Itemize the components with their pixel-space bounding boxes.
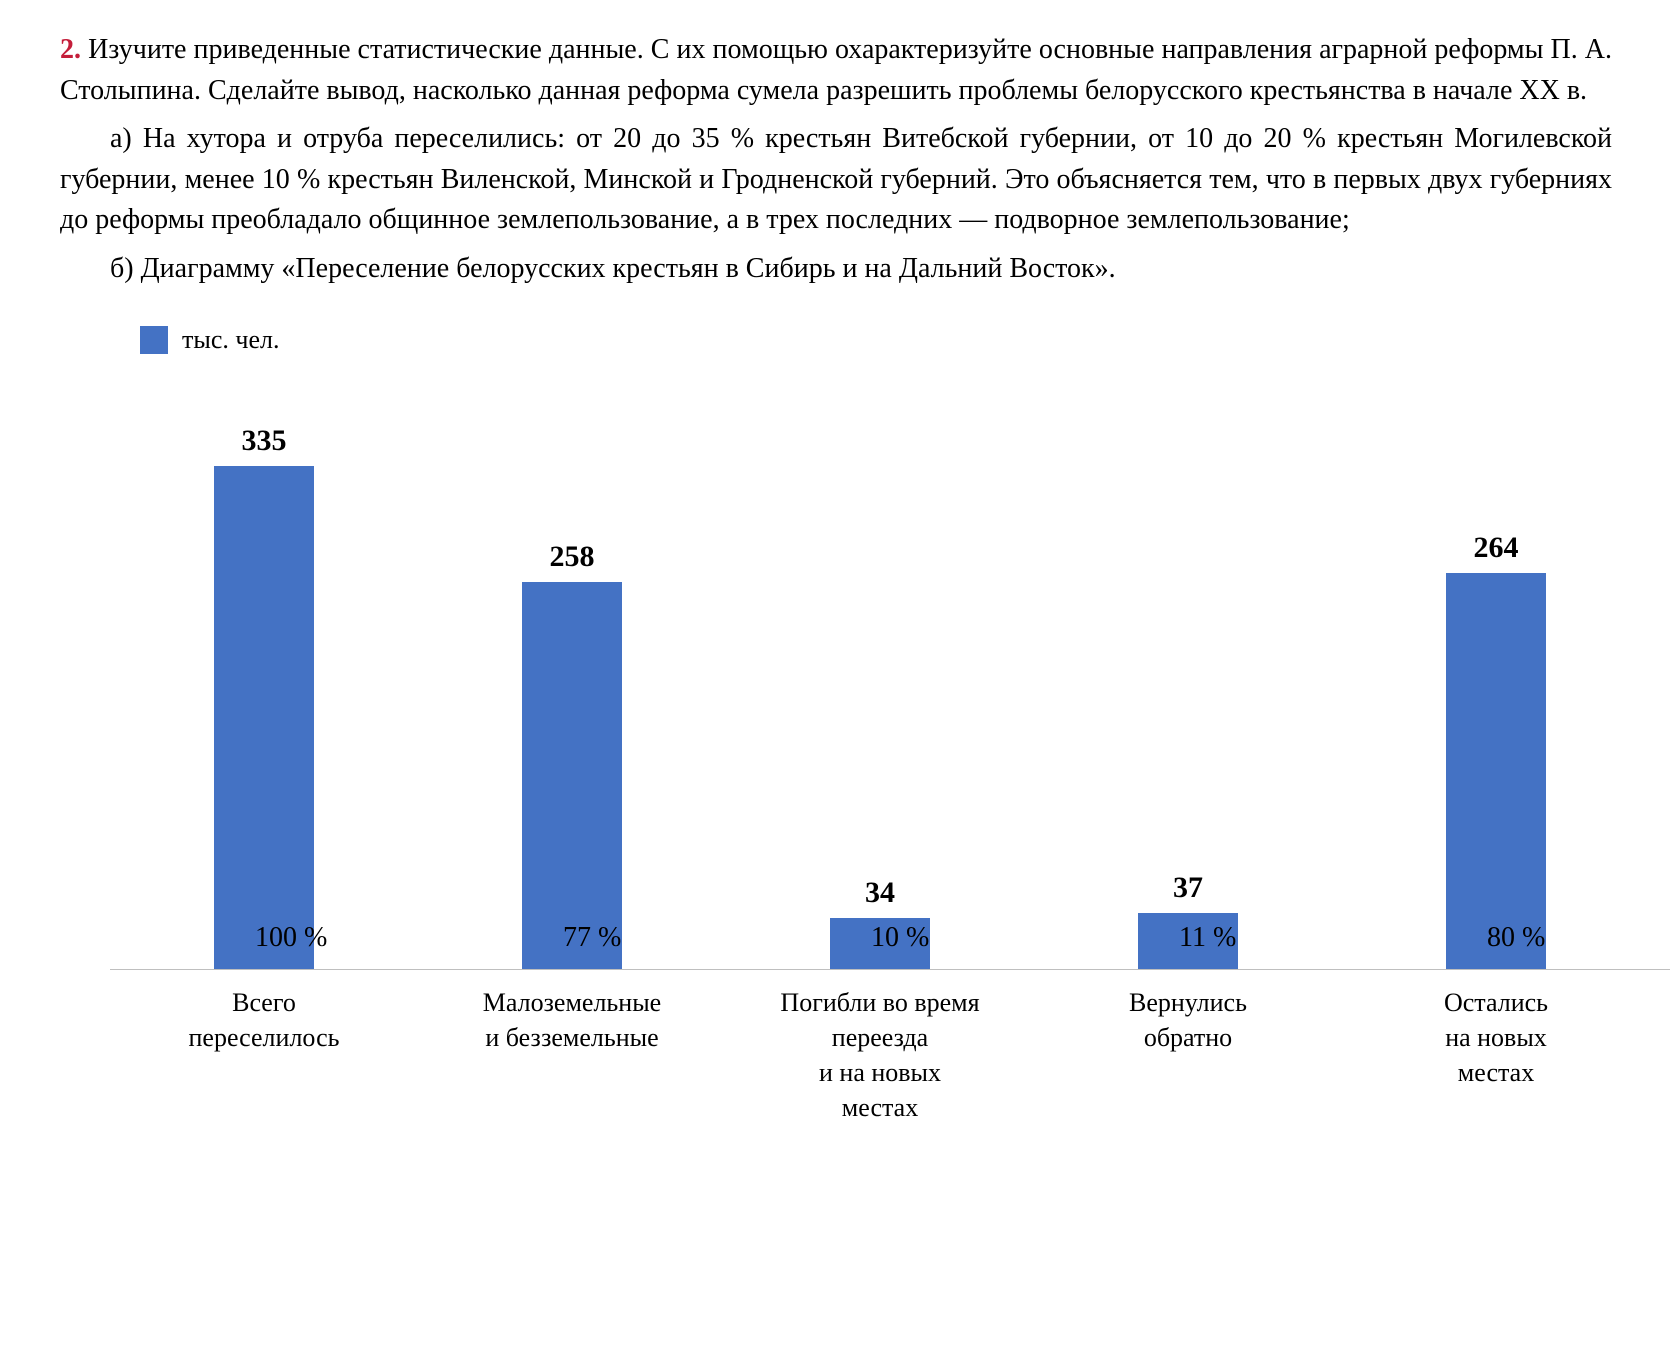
bar-value-1: 258	[550, 540, 595, 574]
label-2: Погибли во время переезда и на новых мес…	[726, 985, 1034, 1125]
bar-1	[522, 582, 622, 969]
legend-text: тыс. чел.	[182, 325, 279, 355]
label-4: Остались на новых местах	[1342, 985, 1650, 1125]
bar-chart: 335 100 % 258 77 % 34 10 % 37 11 %	[110, 400, 1670, 970]
bar-value-0: 335	[242, 424, 287, 458]
bars-row: 335 100 % 258 77 % 34 10 % 37 11 %	[110, 400, 1670, 969]
task-main-text: Изучите приведенные статистические данны…	[60, 34, 1612, 106]
bar-col-3: 37	[1138, 399, 1238, 969]
bar-group-2: 34 10 %	[726, 399, 1034, 969]
label-3: Вернулись обратно	[1034, 985, 1342, 1125]
bar-percent-0: 100 %	[255, 922, 327, 954]
label-1-line1: Малоземельные	[483, 988, 661, 1017]
label-2-line2: переезда	[832, 1023, 928, 1052]
bar-col-1: 258	[522, 399, 622, 969]
task-number: 2.	[60, 34, 81, 65]
bar-percent-2: 10 %	[871, 922, 929, 954]
task-item-b: б) Диаграмму «Переселение белорусских кр…	[60, 249, 1612, 290]
bar-group-3: 37 11 %	[1034, 399, 1342, 969]
label-3-line1: Вернулись	[1129, 988, 1247, 1017]
label-2-line3: и на новых	[819, 1058, 941, 1087]
bar-4	[1446, 573, 1546, 969]
bar-value-4: 264	[1474, 531, 1519, 565]
legend-swatch	[140, 326, 168, 354]
bar-0	[214, 466, 314, 969]
chart-legend: тыс. чел.	[140, 325, 1612, 355]
bar-group-4: 264 80 %	[1342, 399, 1650, 969]
task-item-a: а) На хутора и отруба переселились: от 2…	[60, 119, 1612, 241]
task-main-paragraph: 2. Изучите приведенные статистические да…	[60, 30, 1612, 111]
bar-col-0: 335	[214, 399, 314, 969]
label-0-line1: Всего	[232, 988, 296, 1017]
label-4-line2: на новых	[1445, 1023, 1547, 1052]
label-1-line2: и безземельные	[485, 1023, 658, 1052]
bar-group-0: 335 100 %	[110, 399, 418, 969]
label-3-line2: обратно	[1144, 1023, 1232, 1052]
bar-group-1: 258 77 %	[418, 399, 726, 969]
label-1: Малоземельные и безземельные	[418, 985, 726, 1125]
bar-value-2: 34	[865, 876, 895, 910]
bar-percent-3: 11 %	[1179, 922, 1236, 954]
label-2-line1: Погибли во время	[780, 988, 979, 1017]
bar-col-2: 34	[830, 399, 930, 969]
label-0: Всего переселилось	[110, 985, 418, 1125]
label-4-line1: Остались	[1444, 988, 1548, 1017]
label-0-line2: переселилось	[189, 1023, 340, 1052]
label-4-line3: местах	[1458, 1058, 1534, 1087]
bar-percent-1: 77 %	[563, 922, 621, 954]
bar-percent-4: 80 %	[1487, 922, 1545, 954]
labels-row: Всего переселилось Малоземельные и беззе…	[110, 985, 1670, 1125]
label-2-line4: местах	[842, 1093, 918, 1122]
bar-value-3: 37	[1173, 871, 1203, 905]
bar-col-4: 264	[1446, 399, 1546, 969]
